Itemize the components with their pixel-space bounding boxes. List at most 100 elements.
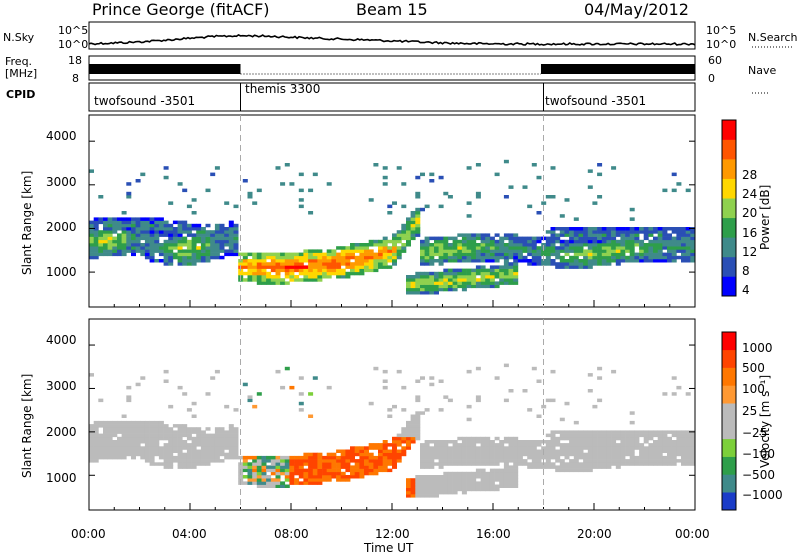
power-cell — [471, 243, 477, 247]
power-cell — [671, 259, 677, 263]
velocity-cell — [261, 455, 267, 460]
velocity-cell — [606, 440, 612, 444]
power-cell — [121, 220, 127, 225]
velocity-cell — [312, 471, 318, 476]
velocity-cell — [503, 478, 509, 482]
velocity-cell — [294, 459, 300, 463]
velocity-cell — [308, 475, 314, 479]
velocity-cell — [163, 452, 169, 457]
velocity-cell — [107, 452, 113, 457]
velocity-cell — [158, 433, 164, 438]
velocity-cell — [550, 369, 556, 374]
velocity-cell — [545, 462, 551, 466]
power-cell — [480, 284, 486, 289]
power-cell — [667, 236, 672, 241]
power-cell — [205, 236, 211, 241]
power-cell — [247, 268, 253, 273]
velocity-cell — [228, 436, 234, 441]
power-cell — [569, 233, 575, 237]
velocity-cell — [508, 475, 514, 479]
power-cell — [592, 255, 598, 260]
power-cell — [564, 252, 570, 257]
power-cell — [625, 249, 631, 253]
velocity-cell — [270, 462, 276, 466]
velocity-cell — [536, 414, 542, 418]
power-cell — [275, 252, 281, 257]
velocity-cell — [597, 452, 603, 457]
velocity-cell — [564, 436, 570, 441]
power-cell — [634, 255, 640, 260]
velocity-cell — [177, 455, 183, 460]
velocity-cell — [98, 436, 104, 441]
power-cell — [592, 246, 598, 250]
velocity-cell — [382, 369, 388, 374]
power-cell — [186, 252, 192, 257]
velocity-cell — [224, 446, 230, 450]
power-cell — [434, 259, 439, 263]
power-cell — [522, 185, 528, 189]
power-cell — [466, 255, 472, 260]
power-cell — [489, 259, 495, 263]
power-cell — [172, 220, 178, 225]
power-cell — [503, 195, 509, 199]
velocity-cell — [503, 465, 509, 469]
velocity-cell — [662, 455, 668, 460]
power-cell — [475, 259, 481, 263]
power-cell — [131, 217, 136, 221]
velocity-cell — [685, 443, 691, 447]
power-cell — [256, 252, 262, 257]
velocity-cell — [611, 440, 617, 444]
velocity-cell — [438, 478, 444, 482]
power-cell — [522, 236, 528, 241]
velocity-cell — [103, 440, 108, 444]
velocity-cell — [434, 452, 439, 457]
power-cell — [671, 255, 677, 260]
velocity-cell — [186, 427, 192, 431]
power-cell — [629, 227, 635, 231]
power-cell — [126, 246, 132, 250]
velocity-cell — [354, 462, 360, 466]
velocity-cell — [452, 443, 458, 447]
velocity-cell — [284, 366, 290, 371]
power-cell — [517, 243, 523, 247]
velocity-cell — [475, 468, 481, 473]
velocity-cell — [350, 449, 355, 453]
power-cell — [564, 246, 570, 250]
velocity-cell — [308, 462, 314, 466]
power-cell — [154, 239, 160, 244]
power-cell — [471, 252, 477, 257]
power-cell — [578, 243, 584, 247]
velocity-cell — [177, 446, 183, 450]
power-cell — [583, 259, 589, 263]
velocity-cell — [494, 471, 500, 476]
velocity-cell — [438, 484, 444, 488]
power-cell — [89, 230, 94, 234]
velocity-cell — [545, 459, 551, 463]
velocity-cell — [676, 446, 682, 450]
power-cell — [172, 243, 178, 247]
velocity-cell — [429, 440, 435, 444]
power-cell — [447, 275, 453, 279]
velocity-cell — [648, 446, 654, 450]
velocity-cell — [378, 449, 383, 453]
velocity-cell — [611, 459, 617, 463]
velocity-cell — [131, 446, 136, 450]
power-cell — [284, 271, 290, 276]
velocity-cell — [499, 484, 505, 488]
velocity-cell — [592, 455, 598, 460]
velocity-cell — [158, 462, 164, 466]
power-cell — [284, 281, 290, 285]
velocity-cell — [126, 424, 132, 428]
power-cell — [401, 236, 407, 241]
velocity-cell — [144, 427, 150, 431]
power-cell — [489, 275, 495, 279]
power-cell — [461, 281, 467, 285]
power-cell — [648, 249, 654, 253]
velocity-cell — [606, 455, 612, 460]
power-cell — [639, 243, 645, 247]
velocity-cell — [317, 481, 323, 485]
power-cell — [601, 227, 607, 231]
velocity-cell — [168, 427, 174, 431]
velocity-cell — [350, 446, 355, 450]
power-cell — [98, 246, 104, 250]
